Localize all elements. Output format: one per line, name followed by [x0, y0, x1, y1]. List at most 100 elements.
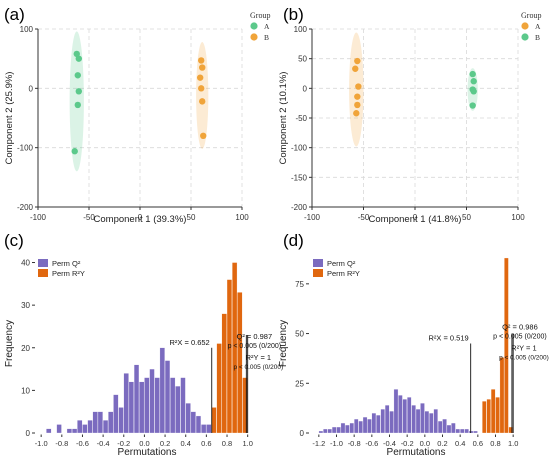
histogram-bar-r2y: [499, 357, 505, 434]
data-point-A: [71, 148, 78, 155]
x-tick-label: 100: [235, 213, 249, 222]
legend-label-1: Perm R²Y: [327, 269, 360, 278]
x-tick-label: 50: [187, 213, 196, 222]
histogram-bar-r2y: [504, 257, 509, 434]
histogram-bar-q2: [437, 420, 443, 434]
histogram-bar-q2: [108, 411, 114, 434]
y-tick-label: 20: [21, 344, 30, 353]
x-tick-label: 0.0: [139, 439, 149, 448]
x-axis-label: Component 1 (39.3%): [94, 214, 187, 225]
histogram-bar-q2: [367, 418, 372, 434]
x-tick-label: -100: [30, 213, 47, 222]
histogram-bar-q2: [340, 422, 346, 434]
legend-label-B: B: [264, 33, 269, 42]
histogram-bar-q2: [393, 389, 399, 434]
histogram-bar-q2: [87, 420, 93, 434]
x-tick-label: -0.8: [55, 439, 68, 448]
histogram-bar-q2: [473, 430, 478, 434]
legend-title: Group: [250, 11, 270, 20]
x-tick-label: 0.4: [455, 439, 465, 448]
histogram-bar-q2: [201, 424, 207, 434]
y-tick-label: 30: [21, 301, 30, 310]
data-point-B: [470, 78, 477, 85]
r2y-p-annotation: p < 0.005 (0/200): [499, 355, 549, 362]
histogram-bar-q2: [336, 426, 341, 434]
x-tick-label: 0.8: [222, 439, 232, 448]
scatter-panel-1: (b) -100 -50 0 50 100 -200 -150 -100 -50 0 50 100 Com…: [278, 5, 541, 225]
q2-annotation: Q² = 0.987: [237, 332, 273, 341]
x-axis-label: Component 1 (41.8%): [369, 214, 462, 225]
panel-label: (c): [4, 231, 24, 250]
y-tick-label: -150: [291, 173, 308, 182]
histogram-bar-r2y: [490, 389, 496, 434]
data-point-B: [196, 74, 204, 81]
y-axis-label: Frequency: [4, 320, 15, 367]
data-point-B: [199, 98, 206, 105]
data-point-A: [354, 93, 361, 100]
x-tick-label: -0.4: [97, 439, 110, 448]
histogram-bar-q2: [402, 399, 408, 434]
x-tick-label: -0.2: [117, 439, 130, 448]
histogram-bar-q2: [139, 381, 145, 434]
y-tick-label: 0: [300, 429, 305, 438]
histogram-bar-q2: [144, 377, 150, 434]
histogram-bar-q2: [464, 428, 469, 434]
y-tick-label: 100: [294, 25, 308, 34]
y-tick-label: 0: [26, 429, 31, 438]
y-axis-label: Frequency: [278, 320, 289, 367]
q2-p-annotation: p < 0.005 (0/200): [228, 343, 282, 350]
histogram-bar-q2: [170, 377, 176, 434]
panel-label: (a): [4, 5, 25, 24]
y-tick-label: -50: [295, 114, 307, 123]
y-tick-label: 75: [295, 280, 304, 289]
data-point-A: [354, 101, 361, 109]
legend-label-0: Perm Q²: [327, 259, 356, 268]
histogram-bar-q2: [102, 420, 109, 434]
x-axis-label: Permutations: [387, 447, 446, 458]
legend-label-1: Perm R²Y: [52, 269, 85, 278]
legend-swatch-1: [313, 269, 323, 277]
x-tick-label: 0.6: [473, 439, 483, 448]
data-point-A: [75, 88, 83, 95]
y-tick-label: -200: [17, 203, 34, 212]
histogram-bar-r2y: [486, 399, 491, 434]
r2x-annotation: R²X = 0.652: [170, 338, 210, 347]
r2x-annotation: R²X = 0.519: [428, 334, 468, 343]
histogram-bar-q2: [123, 373, 129, 434]
x-tick-label: 0.2: [160, 439, 170, 448]
confidence-ellipse-B: [196, 42, 209, 149]
y-tick-label: 50: [295, 330, 304, 339]
legend-label-A: A: [264, 22, 270, 31]
x-tick-label: -0.2: [401, 439, 414, 448]
x-tick-label: -0.6: [365, 439, 378, 448]
histogram-bar-r2y: [216, 343, 222, 434]
x-tick-label: -1.0: [330, 439, 343, 448]
histogram-bar-q2: [411, 405, 416, 434]
histogram-bar-q2: [354, 418, 359, 434]
histogram-bar-r2y: [237, 292, 243, 434]
histogram-bar-q2: [113, 394, 119, 434]
histogram-bar-r2y: [211, 407, 217, 434]
histogram-bar-q2: [133, 364, 140, 434]
y-tick-label: 0: [303, 84, 308, 93]
x-tick-label: -50: [358, 213, 370, 222]
q2-annotation: Q² = 0.986: [502, 323, 538, 332]
legend-swatch-0: [313, 259, 323, 267]
x-tick-label: -1.0: [35, 439, 48, 448]
data-point-B: [199, 64, 206, 71]
histogram-bar-q2: [376, 414, 381, 434]
data-point-A: [75, 55, 83, 62]
histogram-bar-q2: [77, 420, 83, 434]
histogram-bar-q2: [180, 377, 186, 434]
data-point-B: [469, 70, 476, 78]
legend: Group AB: [521, 11, 541, 42]
x-tick-label: -0.8: [348, 439, 361, 448]
histogram-bar-q2: [358, 420, 363, 434]
data-point-A: [354, 57, 361, 65]
legend-label-0: Perm Q²: [52, 259, 81, 268]
x-tick-label: 0: [413, 213, 418, 222]
y-tick-label: 50: [298, 55, 307, 64]
panel-label: (b): [283, 5, 304, 24]
histogram-bar-r2y: [232, 262, 238, 434]
